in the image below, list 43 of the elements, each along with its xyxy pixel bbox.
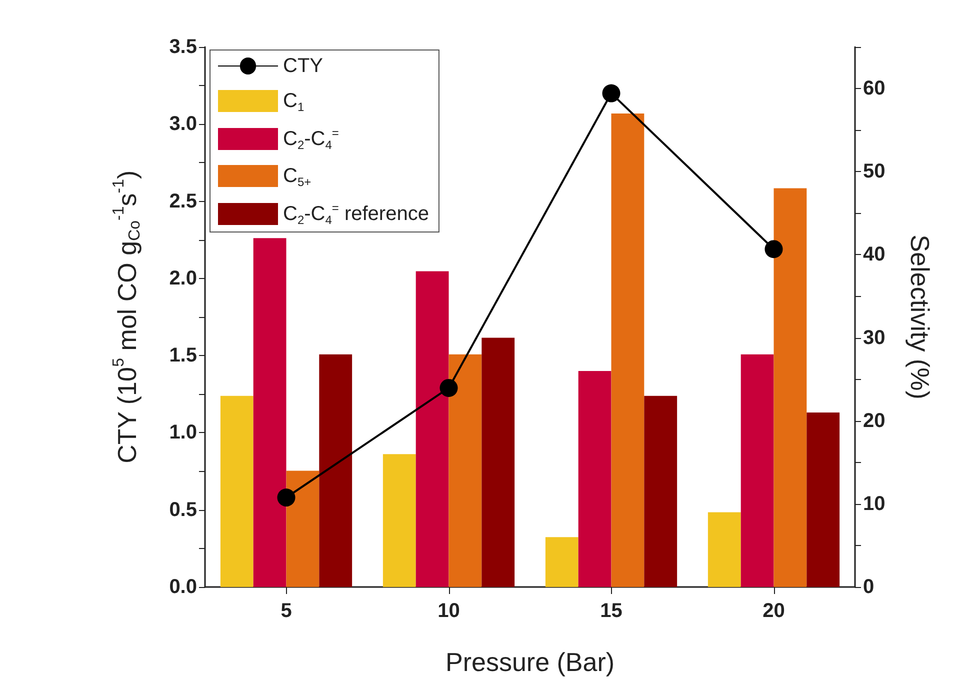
point bbox=[440, 378, 458, 397]
y2-tick-label: 20 bbox=[863, 410, 886, 432]
y-tick-label: 3.5 bbox=[169, 36, 197, 58]
bar bbox=[644, 396, 678, 587]
x-tick-label: 15 bbox=[600, 600, 622, 622]
bar bbox=[806, 412, 840, 587]
y-tick-label: 2.0 bbox=[169, 267, 197, 290]
point bbox=[602, 84, 620, 102]
y2-tick-label: 0 bbox=[863, 576, 874, 598]
bar bbox=[578, 371, 612, 587]
bar bbox=[220, 396, 254, 587]
y-tick-label: 3.0 bbox=[169, 113, 197, 136]
point bbox=[277, 488, 296, 507]
y2-tick-label: 30 bbox=[863, 326, 886, 349]
y2-axis-title: Selectivity (%) bbox=[905, 234, 935, 400]
x-tick-label: 10 bbox=[438, 600, 460, 622]
x-tick-label: 20 bbox=[762, 600, 785, 622]
bar bbox=[382, 454, 416, 587]
bar bbox=[611, 113, 644, 587]
bar bbox=[740, 354, 774, 587]
bar bbox=[545, 537, 578, 587]
bar bbox=[448, 354, 482, 587]
y-tick-label: 1.5 bbox=[169, 344, 197, 367]
y2-tick-label: 50 bbox=[863, 160, 886, 183]
y2-tick-label: 60 bbox=[863, 78, 886, 100]
bar bbox=[774, 188, 807, 587]
y2-tick-label: 10 bbox=[863, 492, 886, 515]
y-tick-label: 1.0 bbox=[169, 422, 197, 444]
bar bbox=[253, 238, 286, 587]
y-tick-label: 0.5 bbox=[169, 498, 197, 521]
point bbox=[764, 240, 783, 258]
bar bbox=[319, 354, 352, 587]
bar bbox=[708, 512, 741, 587]
bar bbox=[286, 470, 320, 587]
x-axis-title: Pressure (Bar) bbox=[445, 647, 615, 677]
y2-tick-label: 40 bbox=[863, 244, 886, 266]
bar bbox=[482, 338, 515, 587]
y-axis-title: CTY (105 mol CO gCo-1s-1) bbox=[110, 170, 144, 464]
y-tick-label: 2.5 bbox=[169, 190, 197, 212]
x-tick-label: 5 bbox=[280, 600, 292, 622]
bar bbox=[416, 271, 449, 587]
y-tick-label: 0.0 bbox=[169, 576, 197, 598]
legend-label: CTY bbox=[283, 55, 323, 77]
